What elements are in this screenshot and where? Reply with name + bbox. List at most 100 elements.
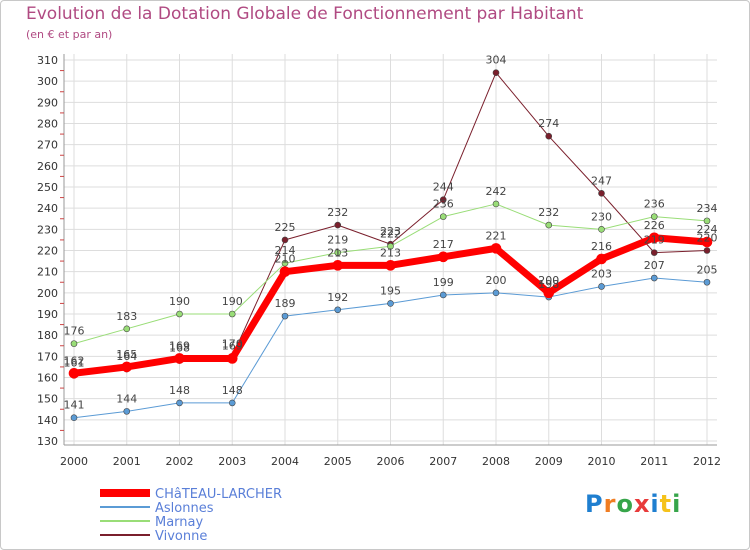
data-label: 213: [380, 246, 401, 259]
data-point: [387, 300, 394, 307]
data-label: 226: [644, 219, 665, 232]
data-point: [439, 291, 447, 299]
x-tick-label: 2000: [60, 455, 88, 468]
data-point: [123, 408, 131, 415]
y-tick-label: 210: [37, 266, 58, 279]
data-point: [228, 310, 236, 318]
y-tick-label: 220: [37, 245, 58, 258]
y-tick-label: 240: [37, 202, 58, 215]
data-point: [598, 190, 605, 197]
data-point: [123, 325, 131, 333]
data-label: 214: [275, 244, 296, 257]
data-label: 221: [486, 229, 507, 242]
data-label: 203: [591, 267, 612, 280]
y-tick-label: 190: [37, 308, 58, 321]
data-point: [281, 312, 289, 320]
x-tick-label: 2004: [271, 455, 299, 468]
data-label: 219: [327, 234, 348, 247]
x-tick-label: 2008: [482, 455, 510, 468]
data-point: [439, 196, 447, 203]
y-tick-label: 140: [37, 414, 58, 427]
data-label: 148: [222, 384, 243, 397]
data-label: 192: [327, 291, 348, 304]
x-tick-label: 2002: [166, 455, 194, 468]
data-point: [70, 414, 78, 422]
data-label: 205: [697, 263, 718, 276]
logo-letter: x: [633, 490, 651, 518]
data-label: 190: [222, 295, 243, 308]
data-label: 200: [486, 274, 507, 287]
data-point: [226, 353, 238, 364]
data-label: 162: [64, 354, 85, 367]
data-label: 141: [64, 399, 85, 412]
data-label: 176: [64, 325, 85, 338]
data-point: [176, 310, 183, 318]
data-label: 244: [433, 181, 454, 194]
chart-title: Evolution de la Dotation Globale de Fonc…: [26, 4, 584, 24]
data-label: 224: [697, 223, 718, 236]
data-point: [228, 399, 236, 407]
data-label: 190: [169, 295, 190, 308]
data-point: [650, 249, 658, 256]
data-point: [650, 213, 658, 220]
legend-label: CHâTEAU-LARCHER: [155, 487, 282, 502]
data-label: 232: [327, 206, 348, 219]
data-point: [121, 361, 133, 373]
data-label: 225: [275, 221, 296, 234]
data-label: 236: [433, 198, 454, 211]
proxiti-logo: Proxiti: [585, 490, 681, 518]
y-tick-label: 310: [37, 54, 58, 67]
data-point: [703, 278, 711, 286]
y-tick-label: 280: [37, 118, 58, 131]
y-tick-label: 200: [37, 287, 58, 300]
y-tick-label: 160: [37, 372, 58, 385]
data-label: 199: [433, 276, 454, 289]
data-label: 217: [433, 238, 454, 251]
data-point: [490, 243, 502, 254]
y-tick-label: 150: [37, 393, 58, 406]
data-point: [703, 217, 711, 225]
data-point: [650, 274, 658, 282]
data-label: 219: [644, 234, 665, 247]
data-point: [279, 266, 291, 277]
x-tick-label: 2011: [640, 455, 668, 468]
logo-letter: i: [650, 490, 660, 518]
data-label: 220: [697, 232, 718, 245]
y-tick-label: 180: [37, 329, 58, 342]
data-label: 230: [591, 210, 612, 223]
y-tick-label: 270: [37, 139, 58, 152]
y-tick-label: 130: [37, 435, 58, 448]
data-label: 189: [275, 297, 296, 310]
y-tick-label: 250: [37, 181, 58, 194]
data-label: 144: [116, 392, 137, 405]
x-tick-label: 2003: [218, 455, 246, 468]
data-label: 198: [538, 278, 559, 291]
logo-letter: o: [616, 490, 634, 518]
data-point: [334, 306, 342, 314]
data-point: [648, 232, 660, 244]
data-label: 148: [169, 384, 190, 397]
data-label: 165: [116, 348, 137, 361]
data-label: 247: [591, 174, 612, 187]
data-label: 169: [222, 339, 243, 352]
data-point: [598, 226, 605, 233]
data-point: [176, 399, 183, 407]
data-point: [387, 242, 394, 250]
data-label: 216: [591, 240, 612, 253]
data-label: 207: [644, 259, 665, 272]
data-label: 164: [116, 350, 137, 363]
data-point: [281, 259, 289, 267]
data-point: [439, 213, 447, 220]
data-point: [492, 69, 500, 76]
data-label: 168: [169, 342, 190, 355]
data-point: [492, 289, 500, 297]
legend-label: Marnay: [155, 515, 204, 530]
x-tick-label: 2012: [693, 455, 721, 468]
y-tick-label: 290: [37, 96, 58, 109]
data-label: 200: [538, 274, 559, 287]
y-tick-label: 230: [37, 223, 58, 236]
data-point: [332, 260, 344, 271]
data-point: [543, 287, 555, 299]
x-tick-label: 2001: [113, 455, 141, 468]
